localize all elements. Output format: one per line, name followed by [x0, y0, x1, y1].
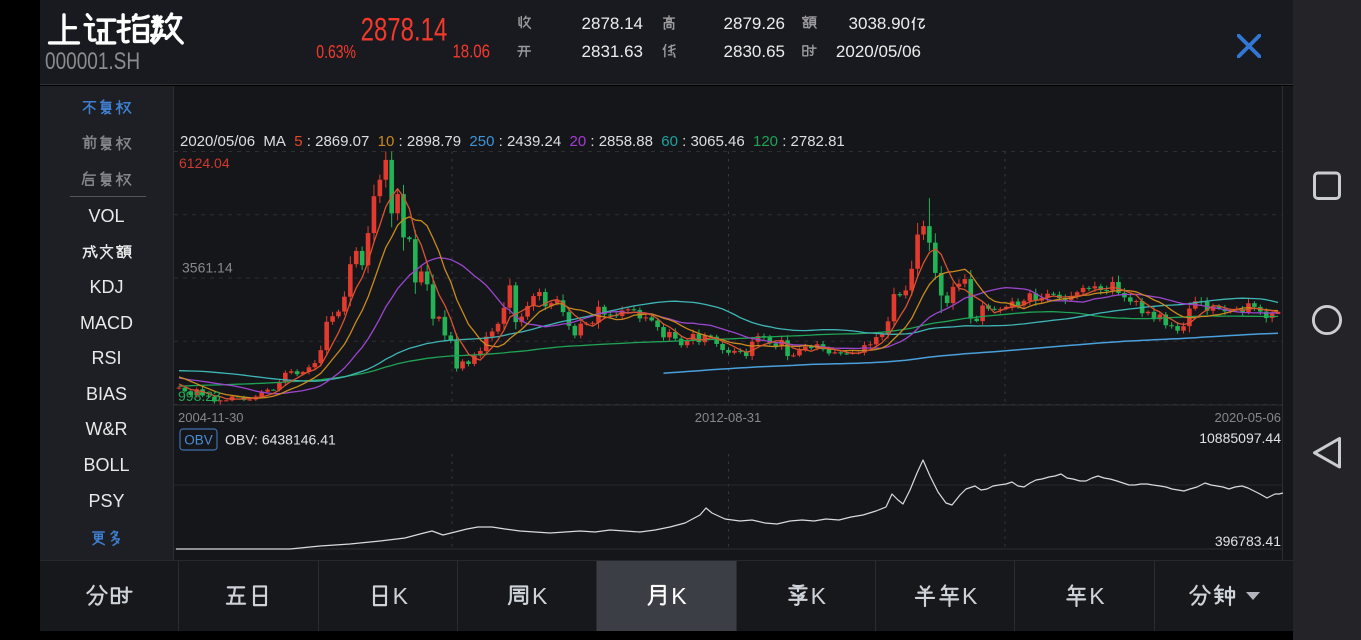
- svg-text:2020-05-06: 2020-05-06: [1215, 410, 1282, 425]
- svg-text:6124.04: 6124.04: [179, 155, 230, 171]
- svg-text:2004-11-30: 2004-11-30: [178, 410, 244, 425]
- svg-text:3561.14: 3561.14: [182, 260, 233, 276]
- svg-text:2020/05/06 MA 5 : 2869.07 1: 2020/05/06 MA 5 : 2869.07 10 : 2898.79 2…: [180, 133, 845, 150]
- svg-text:OBV: 6438146.41: OBV: 6438146.41: [225, 432, 336, 448]
- svg-text:2012-08-31: 2012-08-31: [695, 410, 762, 425]
- svg-text:10885097.44: 10885097.44: [1199, 430, 1281, 446]
- svg-text:OBV: OBV: [184, 433, 213, 448]
- svg-text:998.23: 998.23: [178, 388, 221, 404]
- svg-text:396783.41: 396783.41: [1215, 533, 1281, 549]
